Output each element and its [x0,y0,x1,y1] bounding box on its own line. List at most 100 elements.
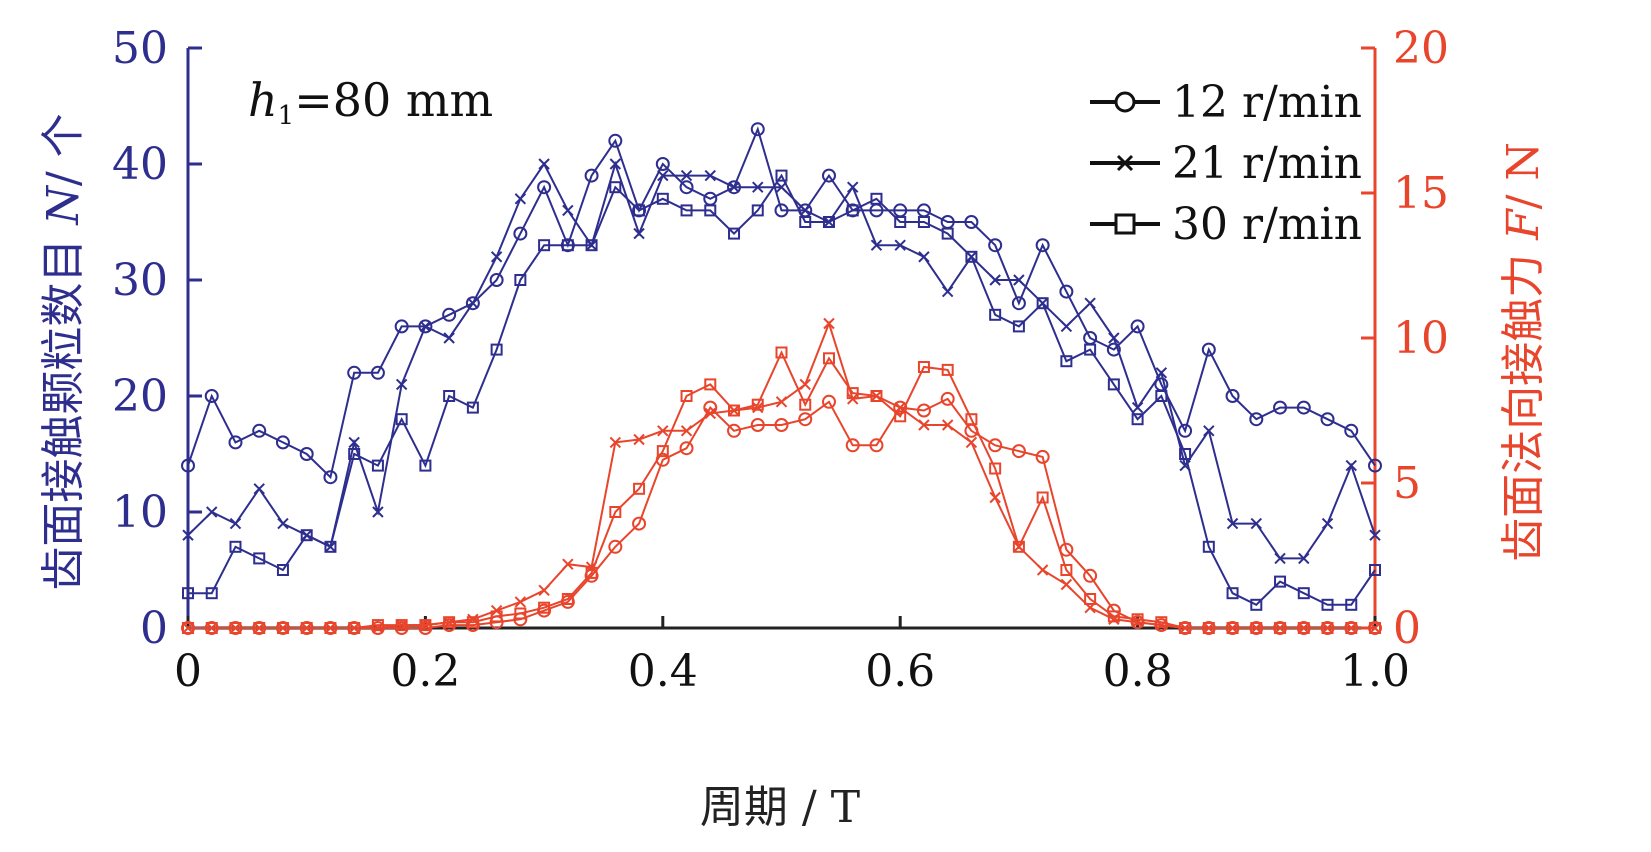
data-point [940,391,955,406]
data-point [1130,319,1145,334]
x-marker-stroke [1036,564,1049,576]
x-axis-label: 周期 / T [700,782,860,833]
y-axis-label-right: 齿面法向接触力 F/ N [1498,142,1549,562]
data-point [633,204,646,217]
x-marker-stroke [704,407,716,420]
data-point [632,516,647,531]
data-point [182,622,194,634]
data-point [1084,343,1097,356]
x-marker-stroke [680,425,693,437]
data-point [1203,425,1215,437]
series-line [188,173,1376,607]
y-left-tick-label: 30 [112,255,168,306]
y-left-tick-label: 40 [112,139,168,190]
data-point [489,273,504,287]
data-point [229,622,242,634]
data-point [821,394,836,409]
x-tick-label: 1.0 [1340,646,1410,697]
data-point [562,204,574,217]
data-point [1250,517,1263,530]
legend-item: 21 r/min [1090,138,1362,189]
data-point [419,459,432,472]
data-point [1131,613,1144,626]
x-marker-stroke [799,378,811,391]
data-point [608,133,623,148]
data-point [538,158,550,170]
data-point [1297,622,1310,634]
data-point [1274,552,1286,565]
x-marker-stroke [633,433,645,446]
data-point [1083,568,1098,583]
data-point [206,506,218,518]
x-marker-stroke [206,506,218,518]
x-marker-stroke [1108,332,1120,344]
data-point [419,619,432,632]
data-point [1178,423,1193,438]
y-right-tick-label: 10 [1393,313,1449,364]
series-right-21-r-min [182,317,1381,634]
data-point [728,404,741,417]
x-marker-stroke [870,239,883,251]
x-marker-stroke [657,425,669,437]
data-point [798,412,813,427]
x-marker-stroke [1226,517,1239,530]
data-point [467,297,479,309]
y-left-tick-label: 20 [112,371,168,422]
data-point [752,181,764,193]
data-point [657,425,669,437]
data-point [371,619,384,632]
data-point [1226,517,1239,530]
data-point [419,320,432,333]
data-point [324,622,337,634]
plot-annotation: h1=80 mm [248,73,493,131]
data-point [204,389,219,403]
x-marker-stroke [775,396,788,408]
data-point [916,403,931,418]
data-point [275,435,290,450]
data-point [513,226,528,241]
data-point [514,596,527,608]
data-point [1225,389,1240,403]
x-marker-stroke [372,506,384,518]
series-layer [181,122,1382,635]
data-point [1155,367,1168,379]
annotation-sub: 1 [278,101,295,131]
data-point [1368,458,1382,473]
data-point [1107,610,1120,623]
data-point [1321,517,1334,530]
x-marker-stroke [562,558,574,570]
data-point [774,203,789,218]
x-marker-stroke [538,158,550,170]
data-point [988,238,1003,253]
data-point [680,204,693,217]
data-point [1226,622,1239,634]
x-marker-stroke [490,251,503,263]
annotation-rest: =80 mm [294,73,493,127]
data-point [1012,320,1025,333]
data-point [609,181,622,194]
data-point [1036,491,1049,504]
data-point [228,435,243,450]
legend-marker [1116,154,1134,172]
data-point [443,390,456,402]
data-point [680,425,693,437]
data-point [253,552,266,565]
data-point [679,180,694,195]
data-point [252,423,267,438]
data-point [1369,564,1381,576]
legend-label: 21 r/min [1172,138,1362,189]
data-point [1321,598,1334,611]
data-point [845,438,860,453]
x-marker-stroke [348,436,360,449]
data-point [846,387,859,400]
data-point [205,587,218,600]
data-point [1179,448,1192,460]
legend-label: 30 r/min [1172,199,1362,250]
data-point [1011,296,1026,311]
data-point [395,413,408,426]
data-point [1060,320,1073,333]
data-point [1226,587,1239,600]
x-marker-stroke [680,169,693,182]
x-marker-stroke [1298,552,1310,565]
data-point [965,413,978,426]
